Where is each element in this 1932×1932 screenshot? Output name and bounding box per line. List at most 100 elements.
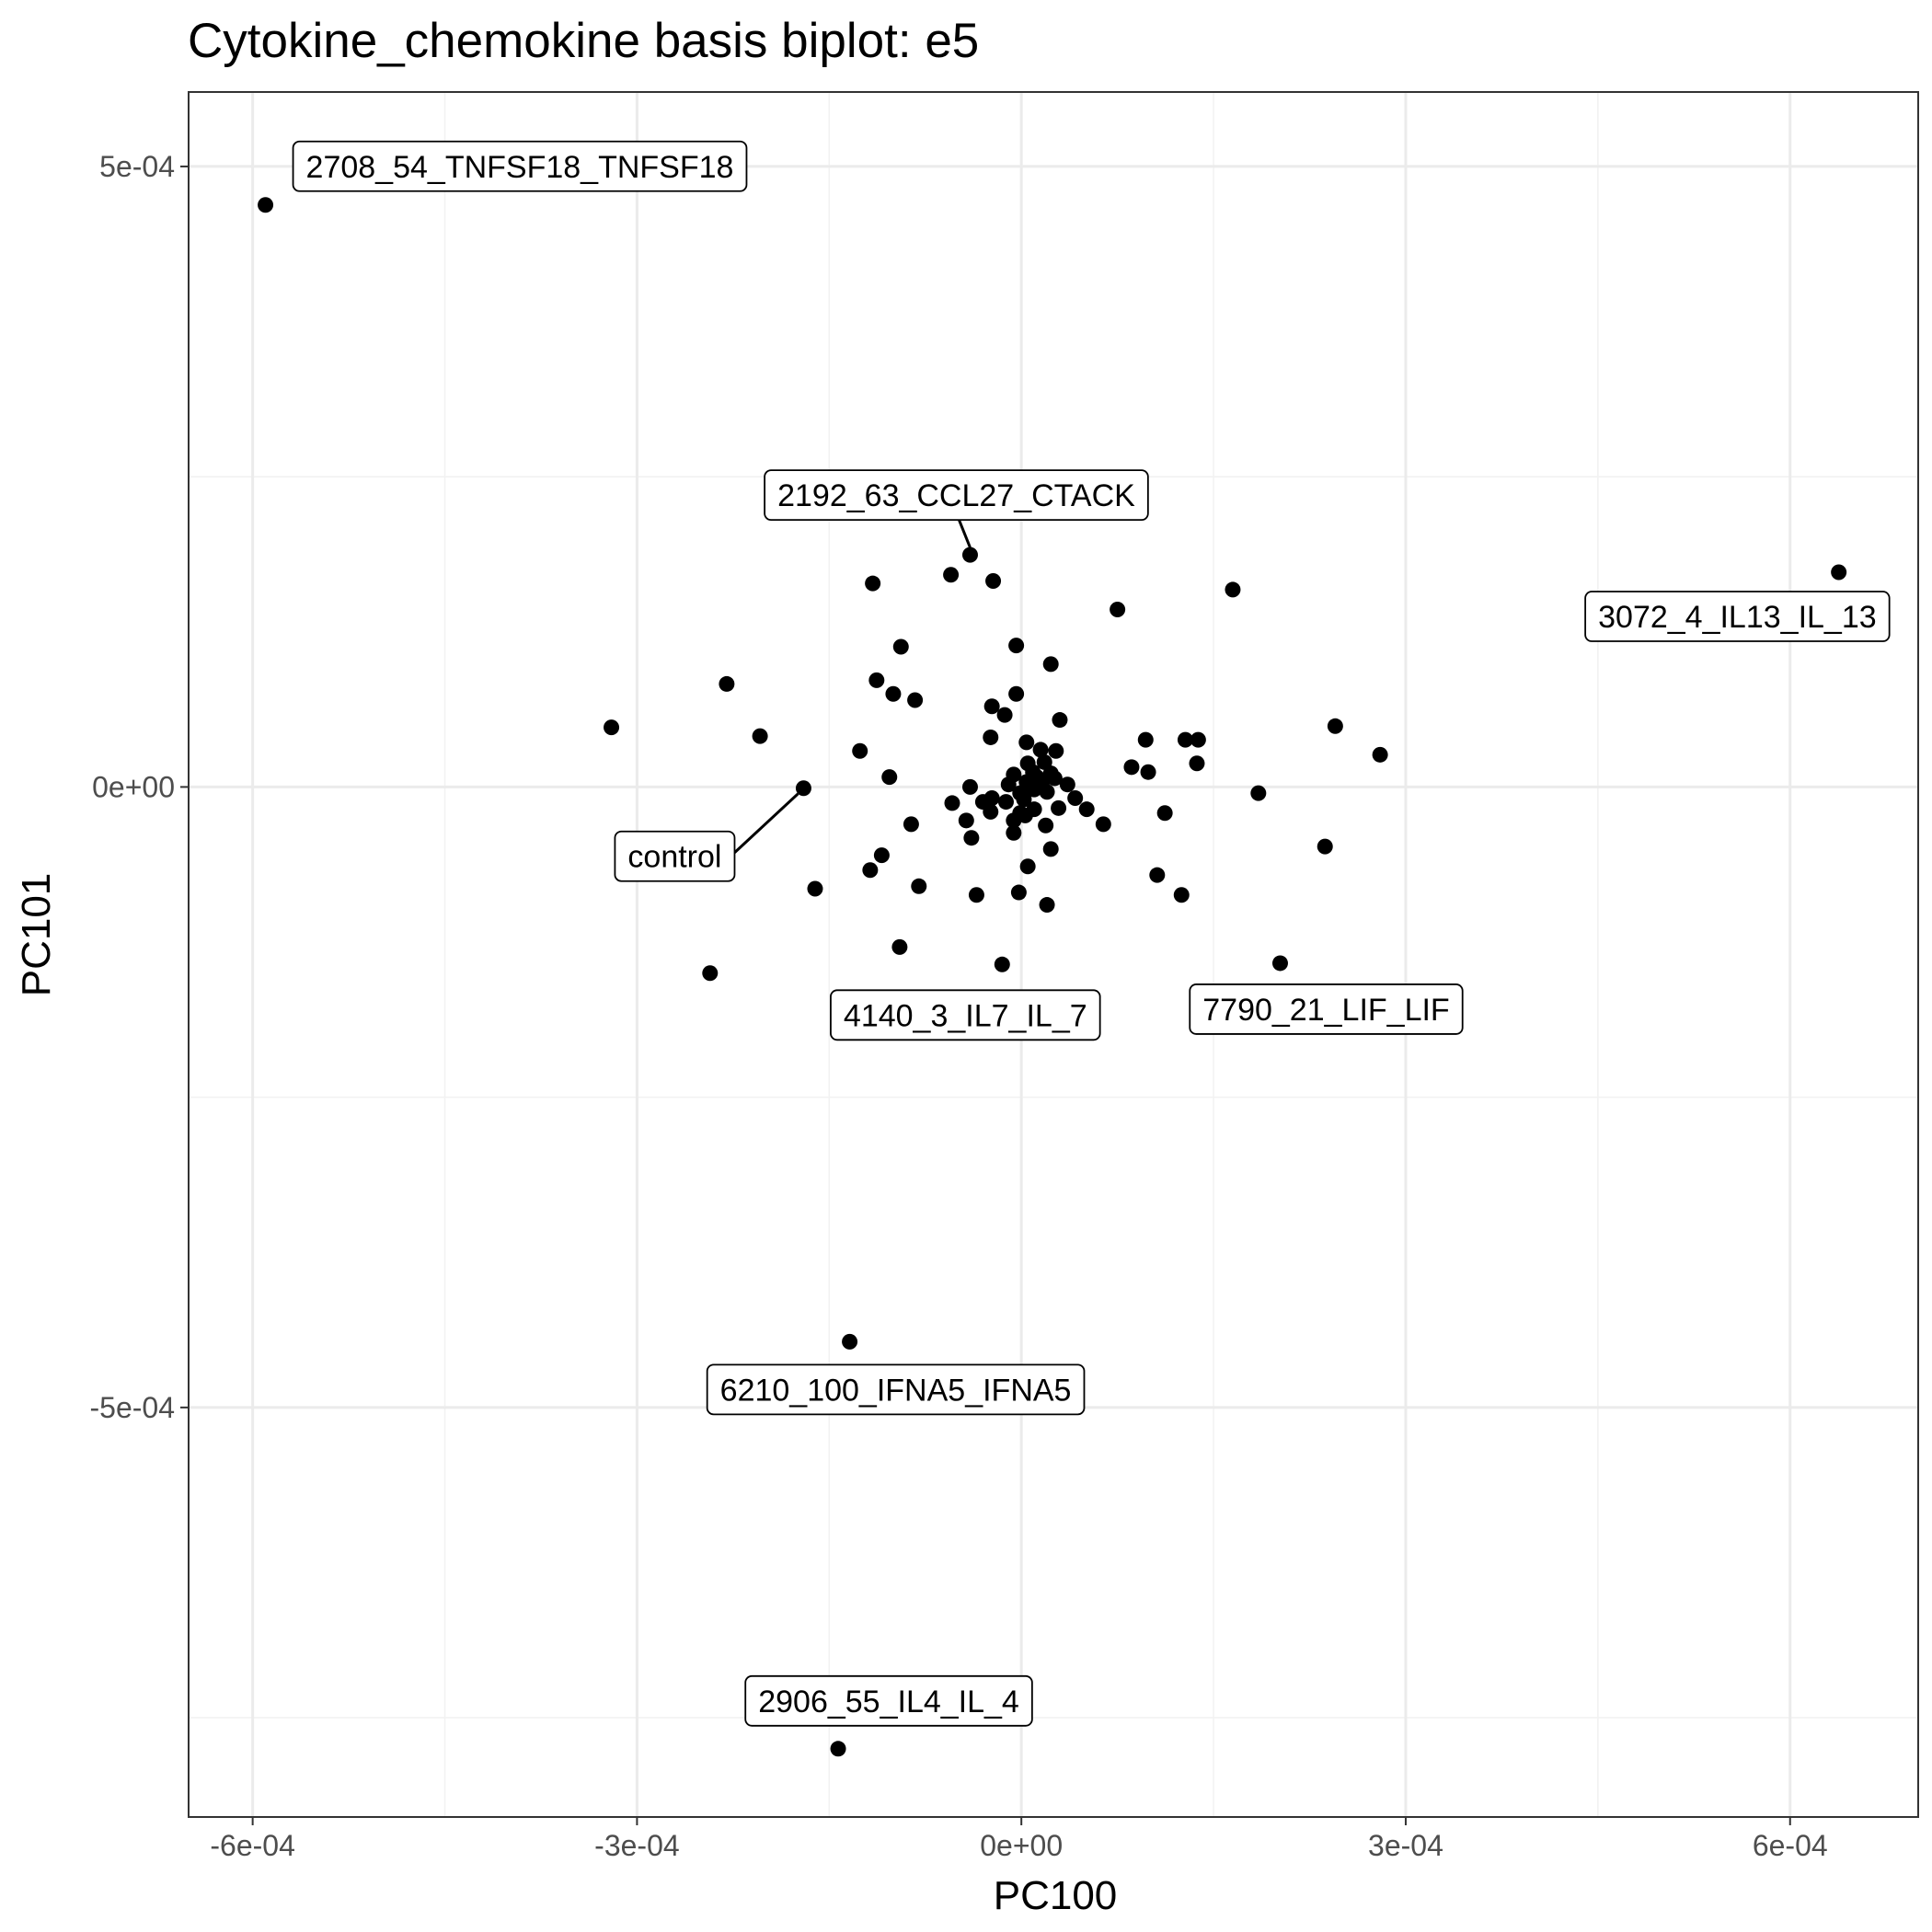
data-point [1018,734,1035,751]
data-point [1177,731,1193,748]
point-label-text: 6210_100_IFNA5_IFNA5 [720,1373,1072,1408]
label-connector-line [733,792,799,854]
data-point [1225,581,1241,598]
point-label: 6210_100_IFNA5_IFNA5 [706,1363,1086,1416]
point-label: 7790_21_LIF_LIF [1189,983,1464,1035]
data-point [807,880,823,897]
data-point [1052,712,1068,729]
data-point [1039,897,1055,914]
data-point [961,778,978,795]
data-point [1006,824,1022,841]
data-point [1189,755,1205,772]
data-point [1042,656,1059,673]
data-point [963,830,980,846]
data-point [1039,784,1055,800]
data-point [1017,807,1033,823]
data-point [907,692,924,708]
labeled-data-point [258,197,274,213]
x-tick-label: 3e-04 [1368,1829,1443,1862]
data-point [1173,887,1190,903]
data-point [868,672,885,688]
data-point [1317,838,1333,855]
data-point [892,638,909,655]
data-point [885,685,902,702]
data-point [1372,746,1388,763]
point-label-text: 2708_54_TNFSF18_TNFSF18 [306,150,734,185]
data-point [1140,764,1156,780]
x-axis-ticks: -6e-04 -3e-04 0e+00 3e-04 6e-04 [210,1817,1828,1862]
data-point [1059,776,1075,793]
data-point [1095,816,1111,833]
data-points [258,197,1847,1757]
x-tick-label: 6e-04 [1753,1829,1828,1862]
data-point [1010,884,1027,901]
data-point [1000,776,1017,793]
point-label-box [614,830,736,882]
data-point [1149,867,1166,883]
labeled-data-point [994,956,1010,972]
data-point [881,769,898,786]
label-connector-line [958,519,972,548]
data-point [1051,799,1067,816]
point-label-text: 7790_21_LIF_LIF [1202,993,1449,1028]
data-point [997,794,1014,811]
data-point [1032,742,1049,758]
point-labels: 2708_54_TNFSF18_TNFSF18 2192_63_CCL27_CTA… [292,140,1891,1727]
point-label-text: 2906_55_IL4_IL_4 [758,1685,1019,1719]
data-point [983,803,999,820]
data-point [702,965,719,982]
data-point [1156,805,1173,822]
label-connectors [733,519,972,854]
labeled-data-point [961,546,978,563]
x-tick-label: -3e-04 [594,1829,680,1862]
data-point [1008,638,1025,654]
y-tick-label: 5e-04 [99,150,175,183]
point-label-text: 2192_63_CCL27_CTACK [777,478,1135,513]
data-point [719,675,735,692]
data-point [1019,858,1036,875]
data-point [1038,817,1054,834]
data-point [604,719,620,736]
point-label: control [614,830,736,882]
point-label-box [764,469,1149,522]
labeled-data-point [830,1741,846,1757]
data-point [1190,731,1206,748]
point-label: 2708_54_TNFSF18_TNFSF18 [292,140,748,192]
point-label-text: control [627,840,721,875]
y-axis-ticks: 5e-04 0e+00 -5e-04 [90,150,189,1424]
point-label-box [706,1363,1086,1416]
data-point [891,938,908,955]
data-point [1016,791,1032,808]
data-point [865,575,881,592]
x-axis-title: PC100 [994,1873,1118,1918]
data-point [1067,790,1084,807]
x-tick-label: 0e+00 [980,1829,1063,1862]
point-label-box [830,989,1101,1041]
data-point [1250,785,1267,801]
point-label-box [1584,591,1891,642]
data-point [983,729,999,745]
point-label-box [292,140,748,192]
data-point [1048,742,1064,759]
data-point [1123,759,1140,776]
y-tick-label: -5e-04 [90,1391,176,1424]
y-tick-label: 0e+00 [92,770,175,803]
data-point [1137,731,1154,748]
data-point [968,887,984,903]
data-point [996,707,1013,723]
x-tick-label: -6e-04 [210,1829,295,1862]
data-point [1008,685,1025,702]
data-point [1026,781,1042,798]
point-label: 4140_3_IL7_IL_7 [830,989,1101,1041]
labeled-data-point [1831,564,1847,581]
data-point [873,847,890,864]
data-point [852,742,868,759]
panel-border [188,91,1919,1818]
point-label-box [744,1674,1033,1727]
chart-title: Cytokine_chemokine basis biplot: e5 [188,14,979,68]
point-label: 2192_63_CCL27_CTACK [764,469,1149,522]
grid-lines [189,92,1918,1817]
y-axis-title: PC101 [14,873,59,997]
data-point [944,795,960,811]
